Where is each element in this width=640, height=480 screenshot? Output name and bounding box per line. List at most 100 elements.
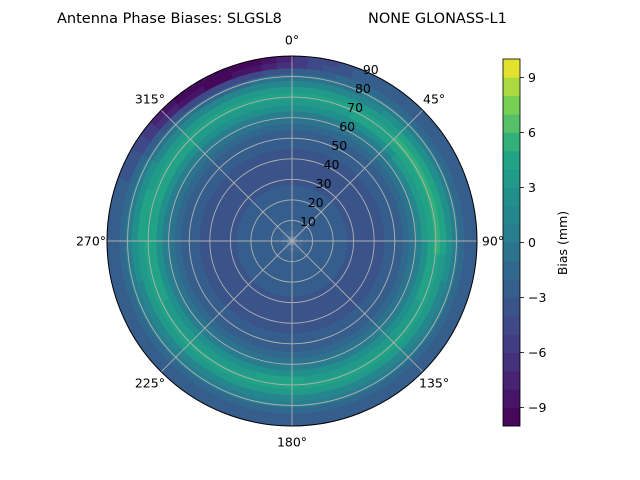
contour-cell	[289, 241, 292, 248]
contour-cell	[280, 251, 286, 258]
contour-cell	[391, 117, 407, 134]
contour-cell	[338, 134, 352, 146]
contour-cell	[425, 160, 439, 178]
contour-cell	[264, 80, 281, 90]
contour-cell	[387, 258, 396, 270]
contour-cell	[462, 209, 471, 228]
contour-cell	[395, 318, 409, 334]
contour-cell	[297, 307, 305, 316]
radial-tick-label: 60	[339, 119, 355, 134]
contour-cell	[273, 135, 285, 144]
chart-subtitle: NONE GLONASS-L1	[368, 11, 507, 27]
angular-tick-label: 90°	[482, 234, 504, 249]
contour-cell	[364, 247, 373, 256]
contour-cell	[287, 259, 291, 267]
contour-cell	[125, 210, 135, 228]
contour-cell	[304, 199, 311, 208]
contour-cell	[168, 158, 182, 174]
contour-cell	[387, 287, 399, 301]
contour-cell	[290, 376, 305, 384]
contour-cell	[262, 227, 270, 233]
contour-cell	[196, 118, 212, 133]
contour-cell	[330, 255, 339, 263]
contour-cell	[366, 129, 381, 143]
contour-cell	[192, 239, 200, 250]
contour-cell	[451, 226, 460, 243]
contour-cell	[349, 336, 364, 349]
contour-cell	[340, 231, 348, 238]
contour-cell	[223, 245, 232, 253]
contour-cell	[384, 232, 392, 243]
contour-cell	[414, 114, 431, 132]
contour-cell	[279, 236, 287, 240]
contour-cell	[318, 222, 327, 229]
contour-cell	[325, 109, 340, 120]
contour-cell	[399, 108, 416, 125]
contour-cell	[292, 221, 294, 229]
contour-cell	[245, 401, 264, 412]
contour-cell	[397, 358, 415, 375]
contour-cell	[453, 285, 466, 305]
contour-cell	[304, 267, 311, 276]
contour-cell	[217, 391, 236, 404]
contour-cell	[453, 302, 467, 322]
contour-cell	[408, 155, 422, 172]
contour-cell	[307, 208, 314, 216]
contour-cell	[152, 147, 167, 164]
contour-cell	[292, 197, 297, 205]
contour-cell	[433, 228, 441, 243]
contour-cell	[392, 278, 403, 292]
contour-cell	[247, 114, 262, 126]
contour-cell	[281, 257, 286, 265]
contour-cell	[244, 362, 259, 373]
contour-cell	[315, 247, 323, 253]
contour-cell	[327, 136, 341, 147]
contour-cell	[162, 217, 171, 231]
contour-cell	[302, 212, 308, 220]
contour-cell	[220, 133, 235, 146]
contour-cell	[296, 216, 301, 224]
contour-cell	[297, 313, 307, 322]
contour-cell	[276, 275, 283, 284]
contour-cell	[375, 216, 384, 227]
contour-cell	[292, 80, 308, 88]
contour-cell	[341, 236, 349, 242]
contour-cell	[204, 128, 219, 142]
contour-cell	[186, 239, 194, 251]
contour-cell	[252, 218, 261, 226]
contour-cell	[418, 276, 430, 292]
contour-cell	[299, 204, 306, 213]
contour-cell	[131, 252, 141, 269]
contour-cell	[276, 247, 283, 254]
contour-cell	[286, 265, 290, 273]
contour-cell	[286, 172, 293, 180]
contour-cell	[382, 341, 398, 356]
contour-cell	[280, 264, 286, 272]
contour-cell	[157, 313, 171, 330]
contour-cell	[217, 127, 232, 140]
contour-cell	[372, 191, 383, 203]
contour-cell	[203, 106, 220, 120]
contour-cell	[308, 188, 317, 197]
contour-cell	[330, 385, 348, 397]
contour-cell	[449, 211, 459, 229]
contour-cell	[386, 368, 404, 384]
contour-cell	[109, 191, 120, 210]
contour-cell	[457, 241, 466, 258]
contour-cell	[277, 248, 284, 255]
contour-cell	[274, 246, 282, 251]
contour-cell	[297, 235, 305, 239]
contour-cell	[273, 245, 281, 250]
contour-cell	[149, 108, 167, 127]
contour-cell	[386, 276, 397, 290]
contour-cell	[302, 246, 310, 251]
contour-cell	[261, 68, 280, 78]
contour-cell	[296, 301, 304, 310]
contour-cell	[276, 205, 282, 214]
contour-cell	[265, 330, 276, 339]
contour-cell	[279, 237, 287, 240]
contour-cell	[246, 215, 255, 223]
radial-tick-label: 30	[316, 176, 332, 191]
contour-cell	[260, 258, 269, 266]
polar-grid	[107, 56, 477, 426]
